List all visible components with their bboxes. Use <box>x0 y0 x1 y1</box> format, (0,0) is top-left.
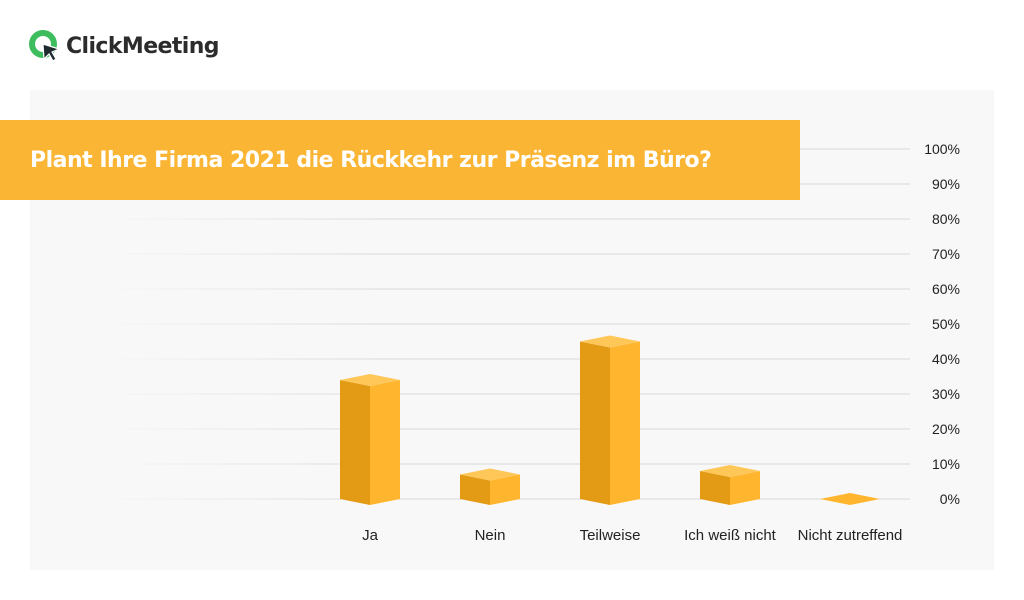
clickmeeting-logo: ClickMeeting <box>28 28 220 64</box>
x-category-label: Nicht zutreffend <box>798 527 903 544</box>
bars <box>340 335 880 505</box>
gridline <box>100 428 910 430</box>
gridlines <box>100 148 910 500</box>
y-tick-label: 50% <box>932 316 960 332</box>
y-tick-label: 30% <box>932 386 960 402</box>
y-tick-label: 0% <box>940 491 960 507</box>
title-banner: Plant Ihre Firma 2021 die Rückkehr zur P… <box>0 120 800 200</box>
gridline <box>100 253 910 255</box>
y-tick-label: 70% <box>932 246 960 262</box>
x-category-label: Nein <box>475 527 506 544</box>
bar-front <box>490 474 520 505</box>
gridline <box>100 218 910 220</box>
x-axis-category-labels: Ja Nein Teilweise Ich weiß nicht Nicht zutre… <box>362 527 902 544</box>
bar-front <box>610 341 640 505</box>
bar <box>700 465 760 505</box>
bar <box>820 493 880 505</box>
y-tick-label: 40% <box>932 351 960 367</box>
bar-side <box>340 380 370 505</box>
bar-front <box>730 471 760 505</box>
x-category-label: Ich weiß nicht <box>684 527 777 544</box>
y-tick-label: 10% <box>932 456 960 472</box>
y-tick-label: 20% <box>932 421 960 437</box>
bar-side <box>580 341 610 505</box>
gridline <box>100 358 910 360</box>
bar <box>460 468 520 505</box>
y-tick-label: 100% <box>924 141 960 157</box>
gridline <box>100 288 910 290</box>
y-tick-label: 80% <box>932 211 960 227</box>
bar <box>580 335 640 505</box>
x-category-label: Ja <box>362 527 379 544</box>
y-axis-tick-labels: 0% 10% 20% 30% 40% 50% 60% 70% 80% 90% 100% <box>924 141 960 507</box>
chart-title: Plant Ihre Firma 2021 die Rückkehr zur P… <box>30 147 712 173</box>
y-tick-label: 90% <box>932 176 960 192</box>
bar <box>340 374 400 505</box>
x-category-label: Teilweise <box>580 527 641 544</box>
logo-mark-icon <box>29 30 61 62</box>
bar-side <box>700 471 730 505</box>
bar-top <box>580 335 640 348</box>
bar-top <box>340 374 400 386</box>
gridline <box>100 463 910 465</box>
bar-top <box>820 493 880 505</box>
bar-top <box>700 465 760 477</box>
y-tick-label: 60% <box>932 281 960 297</box>
brand-name: ClickMeeting <box>66 33 220 59</box>
gridline <box>100 393 910 395</box>
bar-front <box>370 380 400 505</box>
bar-top <box>460 468 520 481</box>
gridline <box>100 323 910 325</box>
bar-side <box>460 474 490 505</box>
